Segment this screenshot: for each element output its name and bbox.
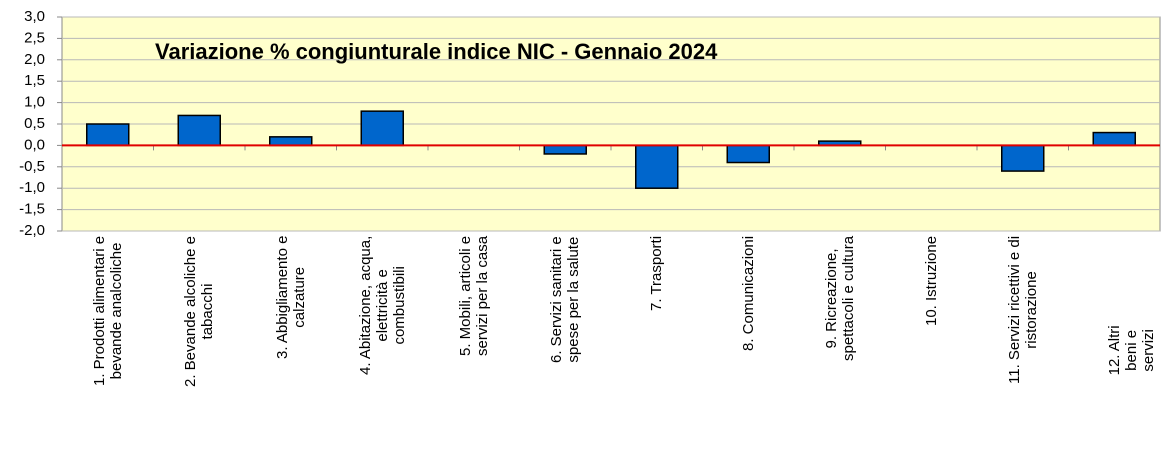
- x-tick-label: 4. Abitazione, acqua, elettricità e comb…: [356, 235, 408, 375]
- x-tick-label: 6. Servizi sanitari e spese per la salut…: [548, 236, 583, 363]
- y-tick-label: 1,0: [24, 94, 45, 111]
- x-tick-label: 8. Comunicazioni: [739, 235, 757, 351]
- y-tick-label: -1,0: [19, 179, 45, 196]
- y-tick-label: 0,5: [24, 115, 45, 132]
- x-tick-label: 9. Ricreazione, spettacoli e cultura: [822, 235, 857, 361]
- x-tick-label: 1. Prodotti alimentari e bevande analcol…: [90, 235, 125, 386]
- bar: [635, 144, 679, 189]
- y-tick-label: 2,5: [24, 29, 45, 46]
- x-tick-label: 7. Trasporti: [648, 235, 666, 311]
- chart-title: Variazione % congiunturale indice NIC - …: [155, 39, 718, 64]
- y-tick-label: -0,5: [19, 158, 45, 175]
- x-tick-label: 2. Bevande alcoliche e tabacchi: [182, 236, 217, 387]
- y-tick-label: -2,0: [19, 222, 45, 239]
- bar: [177, 114, 221, 147]
- y-tick-label: 3,0: [24, 8, 45, 25]
- grid: [62, 16, 1160, 232]
- y-tick-label: 1,5: [24, 72, 45, 89]
- bar: [1092, 131, 1136, 147]
- x-tick-label: 10. Istruzione: [922, 235, 940, 326]
- bar: [269, 136, 313, 147]
- bar: [86, 123, 130, 147]
- bar: [360, 110, 404, 147]
- x-tick-label: 12. Altri beni e servizi: [1105, 325, 1157, 376]
- bar: [726, 144, 770, 164]
- x-tick-label: 5. Mobili, articoli e servizi per la cas…: [456, 235, 491, 356]
- x-tick-label: 3. Abbigliamento e calzature: [273, 235, 308, 359]
- x-tick-label: 11. Servizi ricettivi e di ristorazione: [1005, 235, 1040, 384]
- bar: [1001, 144, 1045, 172]
- y-tick-label: 2,0: [24, 51, 45, 68]
- y-tick-label: 0,0: [24, 136, 45, 153]
- y-tick-label: -1,5: [19, 201, 45, 218]
- bar: [543, 144, 587, 155]
